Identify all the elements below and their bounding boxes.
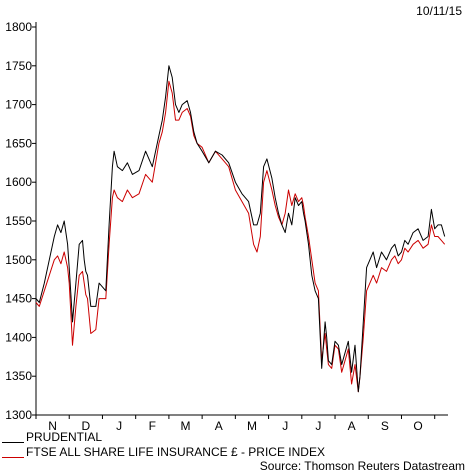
y-tick-label: 1800: [5, 20, 32, 34]
y-tick-label: 1500: [5, 253, 32, 267]
chart-axes: [35, 22, 448, 416]
y-tick-label: 1300: [5, 408, 32, 422]
legend-item-ftse: FTSE ALL SHARE LIFE INSURANCE £ - PRICE …: [2, 445, 325, 459]
y-tick-label: 1550: [5, 214, 32, 228]
x-tick-label: J: [315, 419, 321, 433]
x-tick-label: M: [181, 419, 191, 433]
y-tick-label: 1700: [5, 98, 32, 112]
legend-label-ftse: FTSE ALL SHARE LIFE INSURANCE £ - PRICE …: [26, 445, 325, 459]
x-tick-label: N: [48, 419, 57, 433]
y-axis-ticks: 1300 1350 1400 1450 1500 1550 1600 1650 1700 1750…: [5, 20, 36, 422]
x-tick-label: F: [149, 419, 156, 433]
y-tick-label: 1450: [5, 292, 32, 306]
y-tick-label: 1600: [5, 175, 32, 189]
series-line-ftse: [35, 80, 446, 393]
x-tick-label: O: [413, 419, 422, 433]
chart-date: 10/11/15: [416, 4, 462, 18]
x-tick-label: S: [381, 419, 389, 433]
y-tick-label: 1400: [5, 330, 32, 344]
x-tick-label: M: [247, 419, 257, 433]
legend-swatch-prudential: [2, 442, 24, 444]
legend-label-prudential: PRUDENTIAL: [26, 430, 103, 444]
x-tick-label: A: [348, 419, 356, 433]
y-tick-label: 1750: [5, 59, 32, 73]
legend-item-prudential: PRUDENTIAL: [2, 430, 102, 444]
series-line-prudential: [35, 65, 446, 393]
chart-source: Source: Thomson Reuters Datastream: [259, 459, 465, 473]
y-tick-label: 1650: [5, 136, 32, 150]
x-tick-label: D: [82, 419, 91, 433]
legend-swatch-ftse: [2, 457, 24, 459]
y-tick-label: 1350: [5, 369, 32, 383]
x-tick-label: J: [116, 419, 122, 433]
x-tick-label: J: [282, 419, 288, 433]
series-lines: [35, 65, 446, 393]
x-tick-label: A: [215, 419, 223, 433]
